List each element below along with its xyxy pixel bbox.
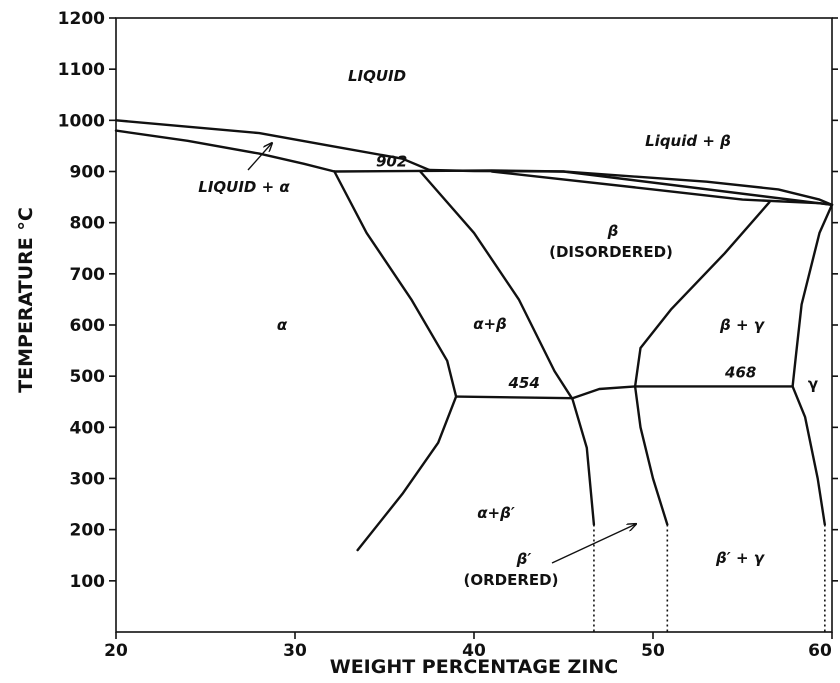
y-tick-label: 1200 xyxy=(58,9,105,29)
y-tick-label: 100 xyxy=(70,572,106,592)
arrow-beta-prime xyxy=(551,524,636,564)
region-alpha-beta: α+β xyxy=(473,315,507,333)
region-beta-prime-gamma: β′ + γ xyxy=(715,549,766,567)
y-tick-label: 900 xyxy=(70,163,106,183)
x-axis-ticks: 20 30 40 50 60 xyxy=(104,632,833,661)
region-beta: β xyxy=(607,222,619,240)
region-gamma: γ xyxy=(808,375,818,393)
x-tick-label: 60 xyxy=(808,641,832,661)
temperature-labels: 902 454 468 xyxy=(376,152,756,392)
region-liquid-alpha: LIQUID + α xyxy=(198,178,290,196)
x-tick-label: 20 xyxy=(104,641,128,661)
y-tick-label: 200 xyxy=(70,521,106,541)
boundary-beta-gamma-left xyxy=(633,201,771,526)
region-liquid-beta: Liquid + β xyxy=(645,132,731,150)
y-tick-label: 800 xyxy=(70,214,106,234)
x-tick-label: 40 xyxy=(462,641,486,661)
boundary-gamma-right xyxy=(791,203,834,526)
y-tick-label: 300 xyxy=(70,470,106,490)
x-tick-label: 30 xyxy=(283,641,307,661)
boundary-alpha-solvus xyxy=(333,170,458,552)
boundary-ordering-454 xyxy=(454,385,637,400)
temperature-label: 454 xyxy=(507,374,539,392)
dotted-lines xyxy=(593,524,826,632)
y-tick-label: 700 xyxy=(70,265,106,285)
arrow-liquid-alpha xyxy=(247,143,272,171)
boundary-alpha-beta-boundary xyxy=(419,170,596,526)
region-alpha: α xyxy=(277,316,288,334)
region-liquid: LIQUID xyxy=(348,67,406,85)
y-tick-label: 600 xyxy=(70,316,106,336)
y-tick-label: 1000 xyxy=(58,111,105,131)
y-tick-label: 500 xyxy=(70,367,106,387)
y-tick-label: 1100 xyxy=(58,60,105,80)
region-disordered: (DISORDERED) xyxy=(549,243,673,261)
y-tick-label: 400 xyxy=(70,418,106,438)
x-axis-title: WEIGHT PERCENTAGE ZINC xyxy=(330,656,619,678)
boundary-solidus-alpha xyxy=(114,129,336,173)
boundary-liquidus-beta xyxy=(428,168,834,206)
region-alpha-beta-prime: α+β′ xyxy=(477,504,515,522)
x-tick-label: 50 xyxy=(641,641,665,661)
boundary-liquidus-alpha xyxy=(114,119,431,172)
region-ordered: (ORDERED) xyxy=(464,571,559,589)
phase-boundaries xyxy=(114,119,834,552)
boundary-beta-solidus xyxy=(490,170,834,206)
y-axis-title: TEMPERATURE °C xyxy=(15,207,37,393)
temperature-label: 902 xyxy=(376,152,407,170)
region-beta-gamma: β + γ xyxy=(719,316,766,334)
temperature-label: 468 xyxy=(724,364,756,382)
region-beta-prime: β′ xyxy=(516,550,532,568)
y-axis-ticks: 100 200 300 400 500 600 700 800 900 1000 1100 1200 xyxy=(58,9,838,592)
